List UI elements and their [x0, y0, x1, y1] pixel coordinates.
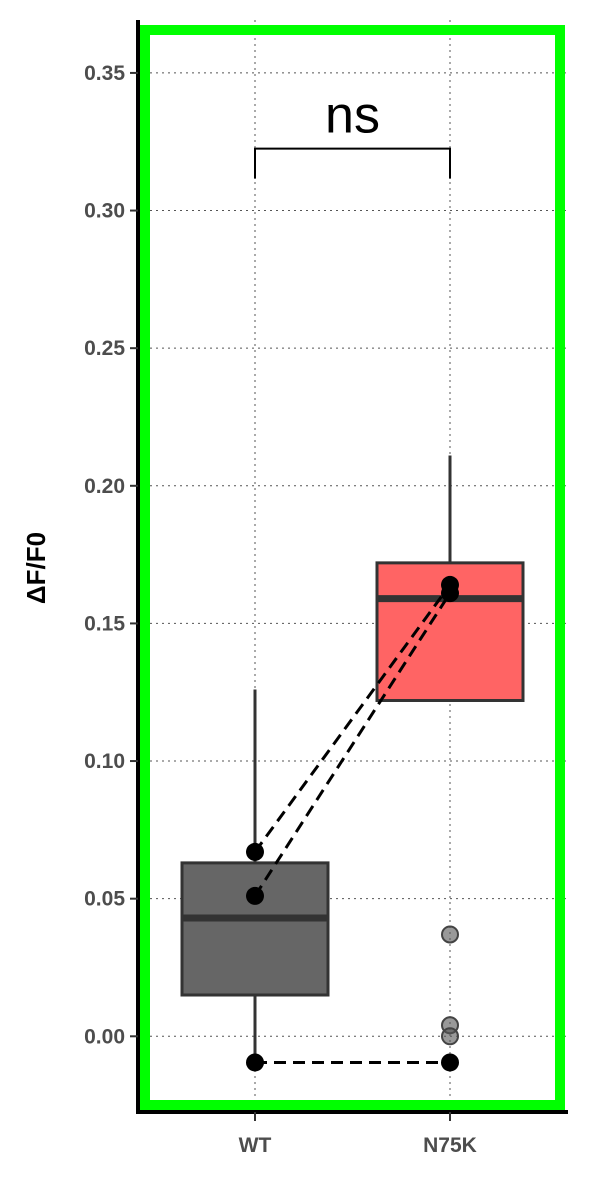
paired-line [253, 592, 452, 897]
paired-line [253, 584, 452, 853]
y-tick-label: 0.10 [84, 750, 125, 773]
data-points [246, 575, 459, 1072]
y-axis-ticks: 0.00 0.05 0.10 0.15 0.20 0.25 0.30 0.35 [84, 62, 138, 1048]
box-n75k [375, 455, 525, 1046]
data-point-wt [246, 1053, 264, 1072]
significance-bracket [254, 147, 451, 179]
data-point-wt [246, 886, 264, 905]
outlier-point [441, 925, 459, 944]
axes [136, 20, 568, 1114]
data-point-n75k [441, 1053, 459, 1072]
box-series [180, 455, 525, 1063]
y-tick-label: 0.35 [84, 62, 125, 85]
y-tick-label: 0.00 [84, 1025, 125, 1048]
y-axis-label: ΔF/F0 [21, 532, 51, 604]
x-tick-label: WT [239, 1134, 272, 1157]
box-wt [180, 689, 330, 1063]
significance-annotation: ns [254, 87, 451, 179]
outlier-point [441, 1027, 459, 1046]
y-tick-label: 0.20 [84, 475, 125, 498]
highlight-border [140, 25, 565, 1110]
x-tick-label: N75K [423, 1134, 477, 1157]
y-tick-label: 0.25 [84, 337, 125, 360]
y-tick-label: 0.15 [84, 612, 125, 635]
significance-label: ns [325, 87, 380, 145]
box-iqr [180, 861, 330, 997]
y-tick-label: 0.30 [84, 200, 125, 223]
x-axis-ticks: WT N75K [239, 1112, 477, 1157]
data-point-wt [246, 842, 264, 861]
data-point-n75k [441, 584, 459, 603]
y-tick-label: 0.05 [84, 888, 125, 911]
paired-lines [253, 584, 452, 1064]
